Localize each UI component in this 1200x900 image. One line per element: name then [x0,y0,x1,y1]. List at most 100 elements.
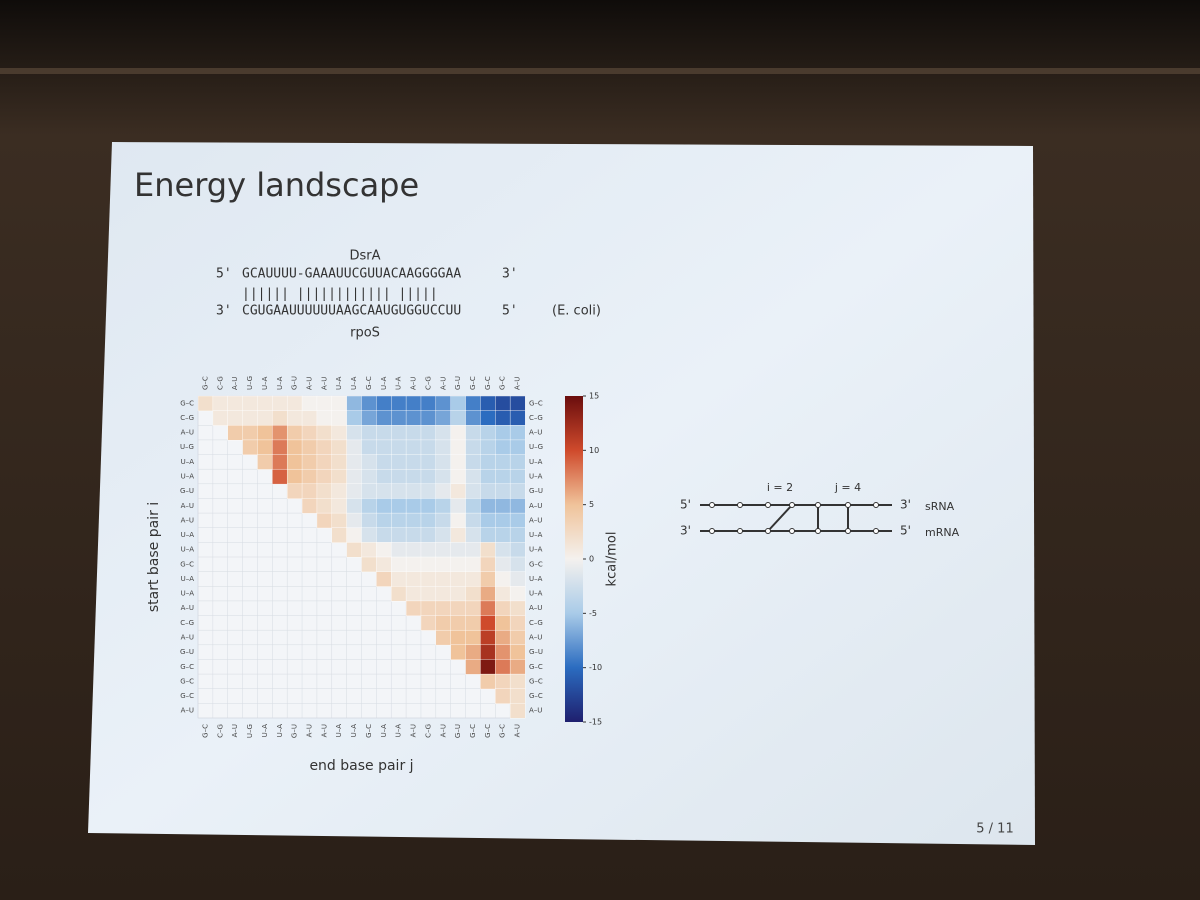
y-tick-label: A–U [529,707,542,715]
end-label: 3' [680,524,691,538]
heat-cell [435,410,452,426]
heat-cell [495,454,511,470]
heat-cell [465,659,481,675]
heat-cell [450,629,467,646]
heat-cell [435,615,452,631]
heat-cell [435,498,452,514]
heat-cell [361,483,377,499]
heat-cell [376,395,392,412]
heat-cell [495,498,511,514]
duplex: DsrA 5' GCAUUUU-GAAAUUCGUUACAAGGGGAA 3' … [216,249,601,341]
heat-cell [465,498,481,514]
heat-cell [257,425,273,441]
y-tick-label: U–A [529,473,543,481]
x-tick-label: C–G [216,724,224,738]
heat-cell [361,527,377,543]
heat-cell [316,454,333,470]
heat-cell [376,498,392,514]
heat-cell [376,527,392,543]
heat-cell [435,512,452,529]
heat-cell [420,454,437,470]
heat-cell [257,410,273,426]
heat-cell [242,439,258,456]
heat-cell [450,571,467,587]
nucleotide [737,502,743,508]
heat-cell [391,395,407,412]
heat-cell [376,512,392,529]
y-tick-label: G–C [180,692,194,700]
heat-cell [480,615,496,631]
y-tick-label: U–A [181,590,195,598]
heat-cell [361,542,377,558]
heat-cell [405,512,422,529]
nucleotide [815,528,821,534]
heat-cell [376,410,392,426]
y-tick-label: U–A [181,458,195,466]
nucleotide [845,528,851,534]
heat-cell [301,439,318,456]
colorbar-tick-label: -15 [589,718,602,727]
heat-cell [495,483,511,499]
heat-cell [420,586,437,602]
heat-cell [509,498,526,514]
heat-cell [316,439,333,456]
colorbar-tick-label: 15 [589,392,599,401]
heat-cell [465,410,481,426]
heat-cell [435,454,452,470]
sequence: GCAUUUU-GAAAUUCGUUACAAGGGGAA [242,267,461,282]
nucleotide [765,528,771,534]
heat-cell [331,410,348,426]
x-tick-label: A–U [231,724,239,737]
nucleotide [873,528,879,534]
heatmap: G–C G–C G–C G–C C–G C–G C–G C–G A–U A–U A–U A–U U–G U… [146,376,620,774]
heat-cell [435,586,452,602]
heat-cell [361,512,377,529]
heat-cell [495,425,511,441]
heat-cell [509,395,526,412]
x-tick-label: G–C [469,376,477,390]
heat-cell [480,425,496,441]
heat-cell [450,512,467,529]
x-tick-label: G–U [291,724,299,738]
heat-cell [480,542,496,558]
strand-name: mRNA [925,526,960,539]
heat-cell [435,483,452,499]
end-label: 5' [216,267,232,282]
heat-cell [420,542,437,558]
heat-cell [212,410,229,426]
y-tick-label: G–C [180,677,194,685]
heat-cell [391,571,407,587]
x-tick-label: C–G [216,376,224,390]
heat-cell [450,468,467,485]
heat-cell [391,586,407,602]
x-tick-label: A–U [305,377,313,390]
heat-cell [465,512,481,529]
slide-title: Energy landscape [134,166,419,204]
heat-cell [420,571,437,587]
heat-cell [509,659,526,675]
heat-cell [286,468,303,485]
heat-cell [405,498,422,514]
heat-cell [301,410,318,426]
heat-cell [361,425,377,441]
y-tick-label: A–U [529,502,542,510]
heat-cell [361,439,377,456]
heat-cell [301,468,318,485]
duplex-bottom-name: rpoS [350,326,380,341]
heat-cell [405,425,422,441]
heat-cell [331,498,348,514]
heat-cell [361,395,377,412]
heat-cell [361,468,377,485]
end-label: 3' [216,304,232,319]
y-tick-label: U–A [181,473,195,481]
heat-cell [480,659,496,675]
heat-cell [405,468,422,485]
heat-cell [272,410,288,426]
heat-cell [212,395,229,412]
heat-cell [495,527,511,543]
heat-cell [495,571,511,587]
y-tick-label: A–U [181,516,194,524]
heat-cell [509,688,526,704]
end-label: 3' [502,267,518,282]
heat-cell [420,395,437,412]
